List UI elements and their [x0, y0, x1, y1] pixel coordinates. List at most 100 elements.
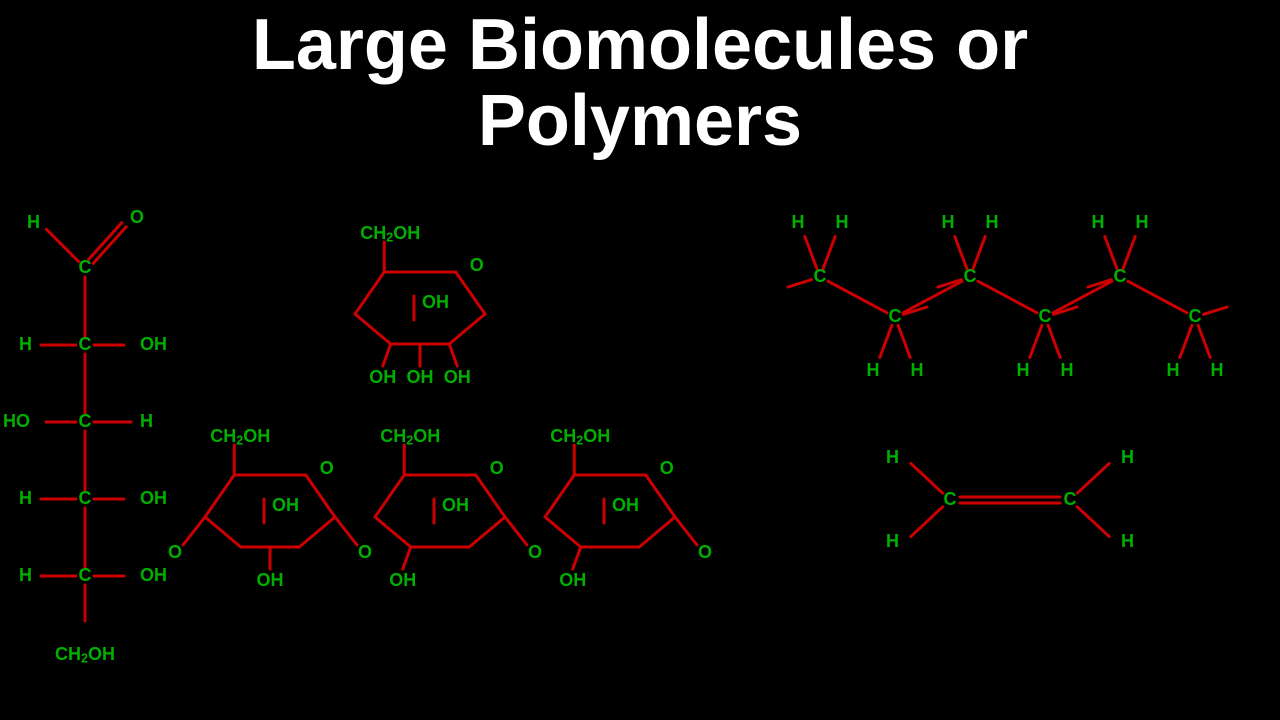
alkane-C-1: C [889, 306, 902, 326]
bond [449, 344, 457, 366]
ring-O: O [320, 458, 334, 478]
bond [89, 223, 122, 260]
ring-O-link-left: O [168, 542, 182, 562]
bond [1198, 325, 1210, 357]
ring-O: O [470, 255, 484, 275]
linear-glucose-OH4: OH [140, 488, 167, 508]
ring-OH-inner: OH [442, 495, 469, 515]
bond [545, 517, 581, 547]
bond [646, 475, 675, 517]
alkane-C-3: C [1039, 306, 1052, 326]
bond [383, 344, 391, 366]
bond [1128, 281, 1187, 313]
linear-glucose-HO3: HO [3, 411, 30, 431]
ring-O: O [660, 458, 674, 478]
bond [456, 272, 485, 314]
bond [898, 325, 910, 357]
alkane-H: H [911, 360, 924, 380]
alkane-H: H [1061, 360, 1074, 380]
bond [299, 517, 335, 547]
ring-ch2oh: CH2OH [380, 426, 440, 448]
linear-glucose-C3: C [79, 411, 92, 431]
alkane-H: H [792, 212, 805, 232]
ring-O-link-right: O [528, 542, 542, 562]
bond [1030, 325, 1042, 357]
bond [788, 280, 811, 287]
alkane-H: H [1092, 212, 1105, 232]
alkane-H: H [836, 212, 849, 232]
bond [573, 547, 581, 569]
bond [828, 281, 887, 313]
linear-glucose-C1: C [79, 257, 92, 277]
bond [978, 281, 1037, 313]
linear-glucose-C5: C [79, 565, 92, 585]
linear-glucose-C2: C [79, 334, 92, 354]
linear-glucose-O1: O [130, 207, 144, 227]
bond [355, 272, 384, 314]
alkane-H: H [1167, 360, 1180, 380]
bond [469, 517, 505, 547]
ring-OH-bottom: OH [257, 570, 284, 590]
ethene-H-0: H [886, 447, 899, 467]
bond [675, 517, 697, 545]
bond [639, 517, 675, 547]
bond [476, 475, 505, 517]
ring-ch2oh: CH2OH [550, 426, 610, 448]
ring-O-link-right: O [358, 542, 372, 562]
linear-glucose-H5: H [19, 565, 32, 585]
bond [955, 236, 967, 268]
ring-OH-left: OH [389, 570, 416, 590]
bond [355, 314, 391, 344]
bond [545, 475, 574, 517]
ethene-C1: C [944, 489, 957, 509]
bond [183, 517, 205, 545]
ring-OH-inner: OH [422, 292, 449, 312]
bond [1077, 463, 1109, 493]
alkane-H: H [1017, 360, 1030, 380]
bond [335, 517, 357, 545]
bond [205, 475, 234, 517]
ring-O-link-right: O [698, 542, 712, 562]
bond [205, 517, 241, 547]
linear-glucose-OH5: OH [140, 565, 167, 585]
bond [1204, 307, 1227, 314]
ethene-H-2: H [1121, 447, 1134, 467]
linear-glucose-C4: C [79, 488, 92, 508]
linear-glucose-CH6: CH2OH [55, 644, 115, 666]
bond [375, 475, 404, 517]
alkane-H: H [986, 212, 999, 232]
ethene-H-1: H [886, 531, 899, 551]
bond [911, 463, 943, 493]
alkane-C-5: C [1189, 306, 1202, 326]
bond [93, 227, 126, 264]
bond [1077, 507, 1109, 537]
linear-glucose-H3: H [140, 411, 153, 431]
ethene-H-3: H [1121, 531, 1134, 551]
bond [880, 325, 892, 357]
ring-OH-left: OH [559, 570, 586, 590]
alkane-H: H [1136, 212, 1149, 232]
ring-OH-right: OH [444, 367, 471, 387]
bond [911, 507, 943, 537]
ring-ch2oh: CH2OH [210, 426, 270, 448]
ring-OH-inner: OH [612, 495, 639, 515]
bond [1123, 236, 1135, 268]
bond [505, 517, 527, 545]
linear-glucose-H2: H [19, 334, 32, 354]
ring-ch2oh: CH2OH [360, 223, 420, 245]
bond [306, 475, 335, 517]
structures-canvas: HOCHCOHHOCHHCOHHCOHCH2OHCH2OHOOHOHOHOHCH… [0, 0, 1280, 720]
bond [1180, 325, 1192, 357]
bond [903, 281, 962, 313]
ethene-C2: C [1064, 489, 1077, 509]
bond [823, 236, 835, 268]
alkane-H: H [867, 360, 880, 380]
ring-OH-left: OH [369, 367, 396, 387]
bond [973, 236, 985, 268]
bond [403, 547, 411, 569]
linear-glucose-OH2: OH [140, 334, 167, 354]
linear-glucose-H4: H [19, 488, 32, 508]
ring-OH-bottom: OH [407, 367, 434, 387]
linear-glucose-H1: H [27, 212, 40, 232]
bond [46, 229, 78, 261]
